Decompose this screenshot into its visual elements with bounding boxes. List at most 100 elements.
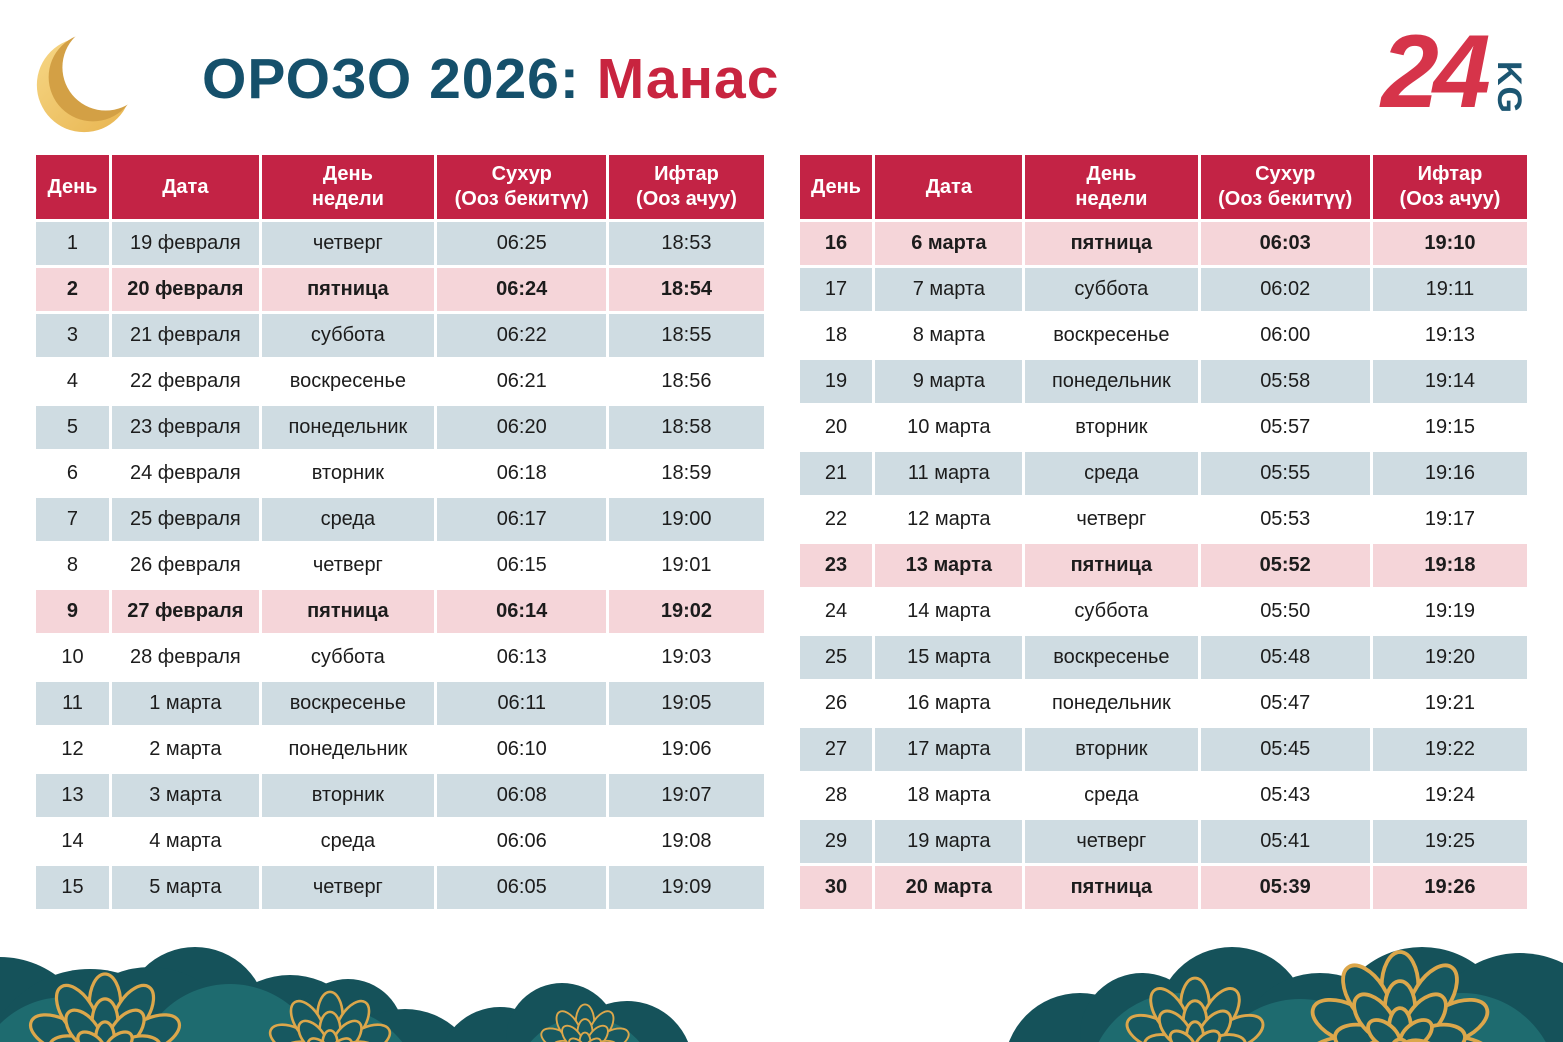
cell-suhur: 06:06 — [434, 817, 610, 866]
cell-day: 20 — [796, 403, 876, 452]
cell-date: 17 марта — [872, 725, 1026, 774]
cell-date: 7 марта — [872, 265, 1026, 314]
cell-date: 2 марта — [108, 725, 262, 774]
cell-iftar: 18:58 — [606, 403, 767, 452]
cell-date: 11 марта — [872, 449, 1026, 498]
clouds-decoration — [0, 947, 1563, 1042]
cell-weekday: воскресенье — [1022, 633, 1201, 682]
table-row: 5 23 февраля понедельник 06:20 18:58 — [33, 403, 767, 452]
cell-day: 30 — [796, 863, 876, 912]
cell-weekday: пятница — [258, 587, 438, 636]
cell-iftar: 19:17 — [1369, 495, 1531, 544]
cell-weekday: вторник — [258, 771, 438, 820]
cell-iftar: 18:53 — [606, 219, 767, 268]
table-row: 17 7 марта суббота 06:02 19:11 — [796, 265, 1531, 314]
table-row: 3 21 февраля суббота 06:22 18:55 — [33, 311, 767, 360]
table-row: 10 28 февраля суббота 06:13 19:03 — [33, 633, 767, 682]
cell-day: 14 — [33, 817, 112, 866]
cell-iftar: 19:19 — [1369, 587, 1531, 636]
cell-date: 3 марта — [108, 771, 262, 820]
header-row: День Дата День недели Сухур (Ооз бекитүү) Ифта… — [796, 152, 1531, 222]
cell-iftar: 19:22 — [1369, 725, 1531, 774]
cell-weekday: вторник — [258, 449, 438, 498]
schedule-table-second-half: День Дата День недели Сухур (Ооз бекитүү) Ифта… — [796, 152, 1531, 912]
column-header: День недели — [1022, 152, 1201, 222]
table-row: 9 27 февраля пятница 06:14 19:02 — [33, 587, 767, 636]
cell-iftar: 19:14 — [1369, 357, 1531, 406]
cell-suhur: 06:17 — [434, 495, 610, 544]
cell-weekday: воскресенье — [1022, 311, 1201, 360]
cell-suhur: 06:03 — [1197, 219, 1373, 268]
table-row: 1 19 февраля четверг 06:25 18:53 — [33, 219, 767, 268]
page-header: ОРОЗО 2026: Манас 24 KG — [0, 0, 1563, 150]
cell-day: 16 — [796, 219, 876, 268]
table-row: 29 19 марта четверг 05:41 19:25 — [796, 817, 1531, 866]
cell-suhur: 05:53 — [1197, 495, 1373, 544]
cell-iftar: 19:08 — [606, 817, 767, 866]
logo-kg-label: KG — [1490, 61, 1528, 114]
logo-24kg: 24 KG — [1381, 20, 1541, 136]
cell-suhur: 05:48 — [1197, 633, 1373, 682]
cell-suhur: 06:22 — [434, 311, 610, 360]
cell-day: 8 — [33, 541, 112, 590]
cell-weekday: пятница — [258, 265, 438, 314]
cell-suhur: 05:58 — [1197, 357, 1373, 406]
cell-iftar: 19:00 — [606, 495, 767, 544]
cell-date: 20 марта — [872, 863, 1026, 912]
cell-suhur: 06:02 — [1197, 265, 1373, 314]
cell-day: 26 — [796, 679, 876, 728]
table-row: 16 6 марта пятница 06:03 19:10 — [796, 219, 1531, 268]
cell-day: 12 — [33, 725, 112, 774]
table-row: 15 5 марта четверг 06:05 19:09 — [33, 863, 767, 912]
cell-iftar: 19:11 — [1369, 265, 1531, 314]
cell-iftar: 19:26 — [1369, 863, 1531, 912]
column-header: Сухур (Ооз бекитүү) — [1197, 152, 1373, 222]
cell-suhur: 06:13 — [434, 633, 610, 682]
cell-date: 19 марта — [872, 817, 1026, 866]
cell-suhur: 05:45 — [1197, 725, 1373, 774]
cell-weekday: четверг — [258, 219, 438, 268]
cell-date: 14 марта — [872, 587, 1026, 636]
cell-iftar: 19:09 — [606, 863, 767, 912]
cell-date: 9 марта — [872, 357, 1026, 406]
cell-day: 10 — [33, 633, 112, 682]
column-header: Ифтар (Ооз ачуу) — [1369, 152, 1531, 222]
column-header: День недели — [258, 152, 438, 222]
cell-day: 27 — [796, 725, 876, 774]
cell-weekday: понедельник — [1022, 679, 1201, 728]
cell-day: 23 — [796, 541, 876, 590]
cell-weekday: воскресенье — [258, 679, 438, 728]
table-row: 2 20 февраля пятница 06:24 18:54 — [33, 265, 767, 314]
cell-day: 19 — [796, 357, 876, 406]
cell-day: 17 — [796, 265, 876, 314]
cell-date: 16 марта — [872, 679, 1026, 728]
cell-iftar: 19:02 — [606, 587, 767, 636]
cell-weekday: пятница — [1022, 863, 1201, 912]
cell-date: 13 марта — [872, 541, 1026, 590]
table-row: 19 9 марта понедельник 05:58 19:14 — [796, 357, 1531, 406]
cell-day: 9 — [33, 587, 112, 636]
table-row: 28 18 марта среда 05:43 19:24 — [796, 771, 1531, 820]
cell-date: 28 февраля — [108, 633, 262, 682]
cell-weekday: суббота — [1022, 587, 1201, 636]
cell-suhur: 06:08 — [434, 771, 610, 820]
cell-suhur: 06:10 — [434, 725, 610, 774]
cell-weekday: пятница — [1022, 219, 1201, 268]
table-row: 12 2 марта понедельник 06:10 19:06 — [33, 725, 767, 774]
lotus-flower-icon — [1303, 950, 1497, 1042]
cell-day: 11 — [33, 679, 112, 728]
cell-weekday: понедельник — [258, 403, 438, 452]
cell-suhur: 05:47 — [1197, 679, 1373, 728]
cell-iftar: 19:01 — [606, 541, 767, 590]
cell-iftar: 19:06 — [606, 725, 767, 774]
column-header: День — [33, 152, 112, 222]
cell-date: 27 февраля — [108, 587, 262, 636]
cell-date: 23 февраля — [108, 403, 262, 452]
cell-weekday: суббота — [1022, 265, 1201, 314]
cell-iftar: 19:25 — [1369, 817, 1531, 866]
table-row: 7 25 февраля среда 06:17 19:00 — [33, 495, 767, 544]
lotus-flower-icon — [268, 990, 392, 1042]
cell-day: 21 — [796, 449, 876, 498]
cell-iftar: 19:07 — [606, 771, 767, 820]
cell-suhur: 06:14 — [434, 587, 610, 636]
